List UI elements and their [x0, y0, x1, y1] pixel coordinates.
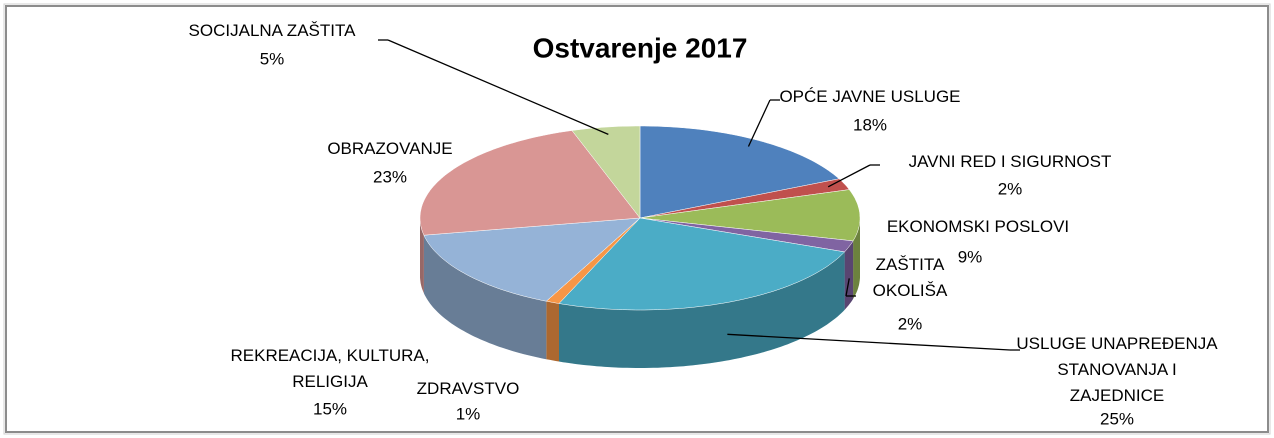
- slice-side: [559, 251, 845, 368]
- label-line: SOCIJALNA ZAŠTITA: [189, 21, 357, 40]
- slice-side-shade: [844, 240, 854, 310]
- chart-title: Ostvarenje 2017: [533, 32, 748, 63]
- leader-line: [747, 99, 771, 147]
- slice: [571, 125, 641, 219]
- slice: [419, 130, 641, 236]
- value-label: 9%: [958, 247, 983, 266]
- value-label: 5%: [260, 49, 285, 68]
- slice: [423, 217, 641, 302]
- value-label: 2%: [998, 179, 1023, 198]
- chart-frame-shadow: [3, 3, 1271, 435]
- label-line: OPĆE JAVNE USLUGE: [779, 87, 960, 106]
- label-line: ZDRAVSTVO: [417, 379, 520, 398]
- slice-side-shade: [559, 251, 845, 368]
- category-label: ZDRAVSTVO: [417, 379, 520, 398]
- leader-line: [727, 333, 1011, 351]
- value-label: 2%: [898, 314, 923, 333]
- label-line: OKOLIŠA: [873, 281, 948, 300]
- category-label: OPĆE JAVNE USLUGE: [779, 87, 960, 106]
- slice-side: [423, 235, 547, 360]
- label-line: ZAJEDNICE: [1070, 386, 1164, 405]
- slice-side-shade: [420, 218, 424, 294]
- category-label: EKONOMSKI POSLOVI: [887, 217, 1069, 236]
- category-label: REKREACIJA, KULTURA, RELIGIJA: [230, 346, 429, 391]
- label-line: OBRAZOVANJE: [327, 139, 452, 158]
- label-line: REKREACIJA, KULTURA,: [230, 346, 429, 365]
- leader-line: [387, 39, 609, 135]
- slice-side-shade: [546, 301, 559, 362]
- value-label: 23%: [373, 167, 407, 186]
- label-line: EKONOMSKI POSLOVI: [887, 217, 1069, 236]
- category-label: SOCIJALNA ZAŠTITA: [189, 21, 357, 40]
- label-line: RELIGIJA: [292, 372, 368, 391]
- slice: [639, 125, 840, 219]
- category-label: OBRAZOVANJE: [327, 139, 452, 158]
- category-label: USLUGE UNAPREĐENJA STANOVANJA I ZAJEDNICE: [1016, 334, 1218, 405]
- value-label: 1%: [456, 404, 481, 423]
- slice: [639, 217, 854, 253]
- value-label: 25%: [1100, 409, 1134, 428]
- value-label: 18%: [853, 115, 887, 134]
- label-line: JAVNI RED I SIGURNOST: [909, 152, 1112, 171]
- slice-side: [420, 218, 424, 294]
- label-line: ZAŠTITA: [876, 255, 945, 274]
- category-label: JAVNI RED I SIGURNOST: [909, 152, 1112, 171]
- category-label: ZAŠTITA OKOLIŠA: [873, 255, 948, 300]
- slice: [639, 189, 861, 242]
- label-line: STANOVANJA I: [1057, 360, 1176, 379]
- slice: [558, 217, 846, 311]
- label-line: USLUGE UNAPREĐENJA: [1016, 334, 1218, 353]
- leader-line: [827, 164, 871, 188]
- value-label: 15%: [313, 399, 347, 418]
- slice-side-shade: [423, 235, 547, 360]
- slice-side: [546, 301, 559, 362]
- slice: [639, 178, 850, 219]
- leader-line: [845, 278, 850, 297]
